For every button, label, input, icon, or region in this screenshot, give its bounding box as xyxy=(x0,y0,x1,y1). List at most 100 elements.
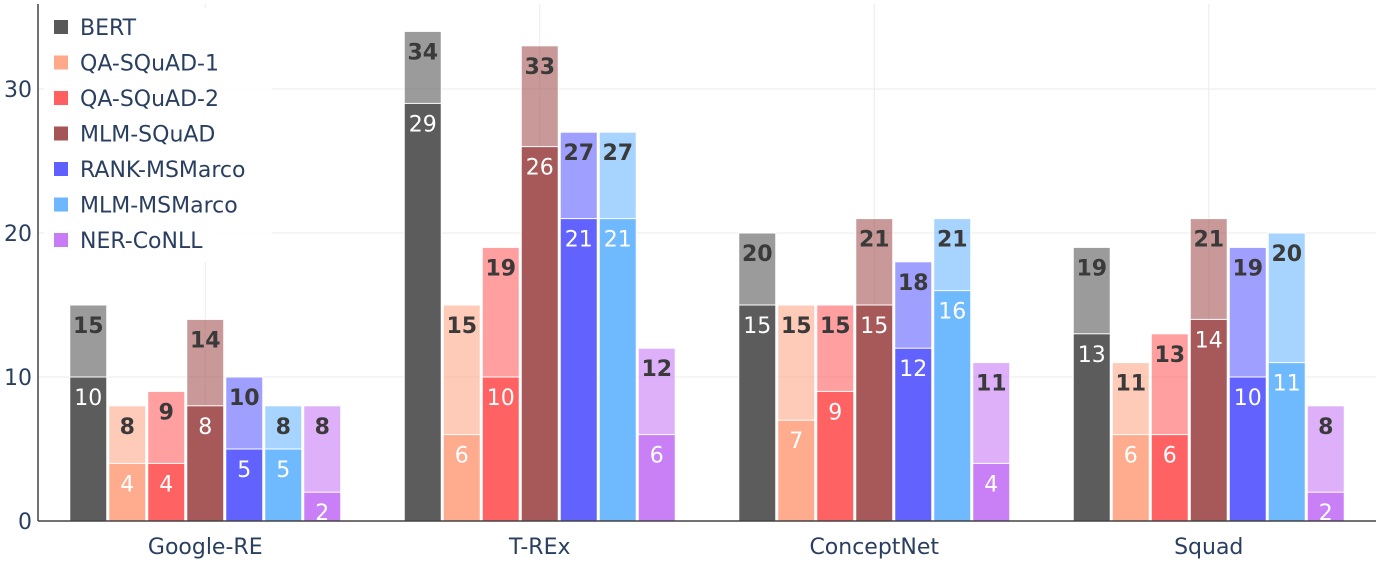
data-labels-layer: 1015484981451058282934615101926332127212… xyxy=(73,40,1333,526)
legend-swatch xyxy=(54,233,68,247)
data-label-inner: 15 xyxy=(860,314,888,339)
bar-inner[interactable] xyxy=(933,290,972,522)
legend-swatch xyxy=(54,126,68,141)
bar-inner[interactable] xyxy=(738,304,777,522)
bar-inner[interactable] xyxy=(894,347,933,522)
bar-inner[interactable] xyxy=(1306,491,1345,522)
data-label-outer: 8 xyxy=(1318,415,1333,440)
data-label-inner: 26 xyxy=(526,156,554,181)
data-label-outer: 11 xyxy=(1115,372,1146,397)
legend-swatch xyxy=(54,55,68,70)
data-label-inner: 14 xyxy=(1195,328,1223,353)
legend-label: QA-SQuAD-1 xyxy=(80,52,219,77)
data-label-inner: 16 xyxy=(938,300,966,325)
data-label-outer: 15 xyxy=(781,314,812,339)
data-label-outer: 8 xyxy=(120,415,135,440)
bar-inner[interactable] xyxy=(855,304,894,522)
y-tick-label: 30 xyxy=(4,78,32,103)
bar-inner[interactable] xyxy=(225,448,264,522)
legend-swatch xyxy=(54,20,68,34)
bar-inner[interactable] xyxy=(108,462,147,522)
bar-inner[interactable] xyxy=(147,462,186,522)
data-label-outer: 20 xyxy=(1271,242,1302,267)
legend-item[interactable]: RANK-MSMarco xyxy=(54,158,245,183)
data-label-outer: 15 xyxy=(820,314,851,339)
data-label-outer: 9 xyxy=(159,400,174,425)
bar-inner[interactable] xyxy=(69,376,108,522)
data-label-inner: 6 xyxy=(1163,444,1177,469)
legend-item[interactable]: MLM-MSMarco xyxy=(54,194,238,219)
data-label-inner: 4 xyxy=(984,472,998,497)
bar-inner[interactable] xyxy=(403,102,442,522)
data-label-outer: 27 xyxy=(602,141,633,166)
bar-inner[interactable] xyxy=(598,218,637,522)
bar-inner[interactable] xyxy=(442,434,481,522)
legend-swatch xyxy=(54,91,68,105)
x-tick-label: Google-RE xyxy=(148,535,263,560)
data-label-inner: 4 xyxy=(120,472,134,497)
data-label-inner: 21 xyxy=(565,228,593,253)
bars-layer xyxy=(69,30,1345,522)
bar-inner[interactable] xyxy=(1228,376,1267,522)
data-label-outer: 10 xyxy=(229,386,260,411)
data-label-inner: 6 xyxy=(650,444,664,469)
legend-item[interactable]: NER-CoNLL xyxy=(54,229,203,254)
data-label-outer: 34 xyxy=(407,40,438,65)
data-label-outer: 33 xyxy=(524,55,555,80)
data-label-outer: 21 xyxy=(937,228,968,253)
legend-label: QA-SQuAD-2 xyxy=(80,87,219,112)
legend-label: NER-CoNLL xyxy=(80,229,203,254)
data-label-inner: 11 xyxy=(1273,372,1301,397)
legend-label: RANK-MSMarco xyxy=(80,158,245,183)
legend-background xyxy=(44,8,272,262)
data-label-inner: 6 xyxy=(1124,444,1138,469)
bar-inner[interactable] xyxy=(1111,434,1150,522)
bar-inner[interactable] xyxy=(186,405,225,522)
y-tick-label: 0 xyxy=(18,510,32,535)
data-label-outer: 18 xyxy=(898,271,929,296)
legend-label: MLM-SQuAD xyxy=(80,123,215,148)
legend-item[interactable]: QA-SQuAD-1 xyxy=(54,52,219,77)
data-label-inner: 5 xyxy=(276,458,290,483)
legend-item[interactable]: BERT xyxy=(54,16,137,41)
data-label-inner: 7 xyxy=(789,429,803,454)
data-label-outer: 8 xyxy=(315,415,330,440)
data-label-inner: 9 xyxy=(828,400,842,425)
data-label-inner: 10 xyxy=(1234,386,1262,411)
data-label-outer: 21 xyxy=(859,228,890,253)
data-label-inner: 6 xyxy=(455,444,469,469)
bar-inner[interactable] xyxy=(303,491,342,522)
legend-item[interactable]: MLM-SQuAD xyxy=(54,123,215,148)
bar-inner[interactable] xyxy=(559,218,598,522)
data-label-outer: 15 xyxy=(73,314,104,339)
data-label-outer: 14 xyxy=(190,328,221,353)
data-label-inner: 10 xyxy=(74,386,102,411)
bar-inner[interactable] xyxy=(1267,362,1306,522)
data-label-inner: 4 xyxy=(159,472,173,497)
bar-inner[interactable] xyxy=(816,390,855,522)
legend-label: BERT xyxy=(80,16,137,41)
data-label-outer: 8 xyxy=(276,415,291,440)
bar-inner[interactable] xyxy=(637,434,676,522)
data-label-inner: 12 xyxy=(899,357,927,382)
data-label-inner: 29 xyxy=(409,112,437,137)
data-label-outer: 19 xyxy=(1232,256,1263,281)
x-tick-label: T-REx xyxy=(508,535,571,560)
data-label-outer: 19 xyxy=(1076,256,1107,281)
legend-item[interactable]: QA-SQuAD-2 xyxy=(54,87,219,112)
data-label-outer: 19 xyxy=(485,256,516,281)
bar-inner[interactable] xyxy=(972,462,1011,522)
data-label-outer: 12 xyxy=(641,357,672,382)
y-tick-label: 20 xyxy=(4,222,32,247)
y-tick-label: 10 xyxy=(4,366,32,391)
data-label-outer: 27 xyxy=(563,141,594,166)
bar-inner[interactable] xyxy=(777,419,816,522)
x-tick-label: ConceptNet xyxy=(809,535,939,560)
data-label-inner: 15 xyxy=(743,314,771,339)
bar-inner[interactable] xyxy=(520,146,559,522)
legend[interactable]: BERT QA-SQuAD-1 QA-SQuAD-2 MLM-SQuAD RANK-MS… xyxy=(44,8,272,262)
data-label-outer: 11 xyxy=(976,372,1007,397)
bar-inner[interactable] xyxy=(264,448,303,522)
axes-layer: 0 10 20 30 Google-RE T-REx ConceptNet Squad xyxy=(4,4,1376,560)
